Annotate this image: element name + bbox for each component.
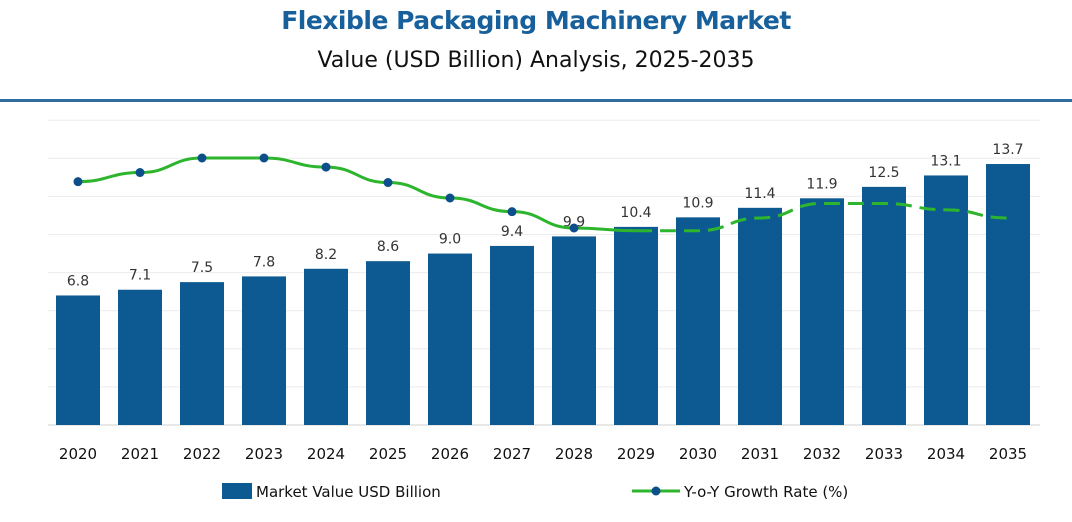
- bar-2024: [304, 268, 348, 425]
- legend-line-marker: [651, 486, 661, 496]
- growth-marker-2022: [197, 153, 207, 163]
- data-label-2025: 8.6: [377, 239, 399, 255]
- x-tick-2028: 2028: [555, 445, 593, 463]
- chart-title: Flexible Packaging Machinery Market: [281, 6, 791, 35]
- x-tick-2021: 2021: [121, 445, 159, 463]
- data-label-2023: 7.8: [253, 254, 275, 270]
- bar-2020: [56, 295, 100, 425]
- legend-line-label: Y-o-Y Growth Rate (%): [683, 483, 848, 501]
- data-label-2033: 12.5: [868, 165, 899, 181]
- data-label-2021: 7.1: [129, 268, 151, 284]
- growth-line-actual: [77, 156, 637, 233]
- growth-marker-2024: [321, 162, 331, 172]
- x-tick-2022: 2022: [183, 445, 221, 463]
- bar-2030: [676, 217, 720, 425]
- bar-2025: [366, 261, 410, 425]
- legend-bar-label: Market Value USD Billion: [256, 483, 441, 501]
- bar-2023: [242, 276, 286, 425]
- title-divider: [0, 99, 1072, 102]
- growth-marker-2028: [569, 223, 579, 233]
- legend-bar-swatch: [222, 483, 252, 499]
- data-label-2027: 9.4: [501, 224, 523, 240]
- x-tick-2020: 2020: [59, 445, 97, 463]
- x-tick-2027: 2027: [493, 445, 531, 463]
- bar-2034: [924, 175, 968, 425]
- x-tick-2034: 2034: [927, 445, 965, 463]
- bar-2028: [552, 236, 596, 425]
- data-label-2032: 11.9: [806, 176, 837, 192]
- growth-marker-2021: [135, 168, 145, 178]
- data-label-2020: 6.8: [67, 273, 89, 289]
- bar-2021: [118, 289, 162, 425]
- data-label-2022: 7.5: [191, 260, 213, 276]
- bar-2029: [614, 226, 658, 425]
- bar-2027: [490, 245, 534, 425]
- growth-line-forecast: [636, 201, 1009, 233]
- data-label-2035: 13.7: [992, 142, 1023, 158]
- x-tick-2032: 2032: [803, 445, 841, 463]
- bar-2033: [862, 186, 906, 425]
- data-label-2030: 10.9: [682, 195, 713, 211]
- growth-marker-2025: [383, 178, 393, 188]
- bar-2026: [428, 253, 472, 425]
- x-tick-2026: 2026: [431, 445, 469, 463]
- growth-marker-2023: [259, 153, 269, 163]
- x-tick-2029: 2029: [617, 445, 655, 463]
- data-label-2031: 11.4: [744, 186, 775, 202]
- data-label-2024: 8.2: [315, 247, 337, 263]
- growth-marker-2027: [507, 207, 517, 217]
- bar-2022: [180, 282, 224, 425]
- bar-2031: [738, 207, 782, 425]
- x-tick-2031: 2031: [741, 445, 779, 463]
- x-tick-2023: 2023: [245, 445, 283, 463]
- chart-subtitle: Value (USD Billion) Analysis, 2025-2035: [317, 48, 755, 73]
- x-tick-2024: 2024: [307, 445, 345, 463]
- bar-2032: [800, 198, 844, 425]
- x-tick-2033: 2033: [865, 445, 903, 463]
- bar-2035: [986, 164, 1030, 425]
- growth-marker-2026: [445, 193, 455, 203]
- x-tick-2025: 2025: [369, 445, 407, 463]
- data-label-2034: 13.1: [930, 153, 961, 169]
- data-label-2026: 9.0: [439, 232, 461, 248]
- data-label-2029: 10.4: [620, 205, 651, 221]
- x-tick-2035: 2035: [989, 445, 1027, 463]
- growth-marker-2020: [73, 177, 83, 187]
- x-tick-2030: 2030: [679, 445, 717, 463]
